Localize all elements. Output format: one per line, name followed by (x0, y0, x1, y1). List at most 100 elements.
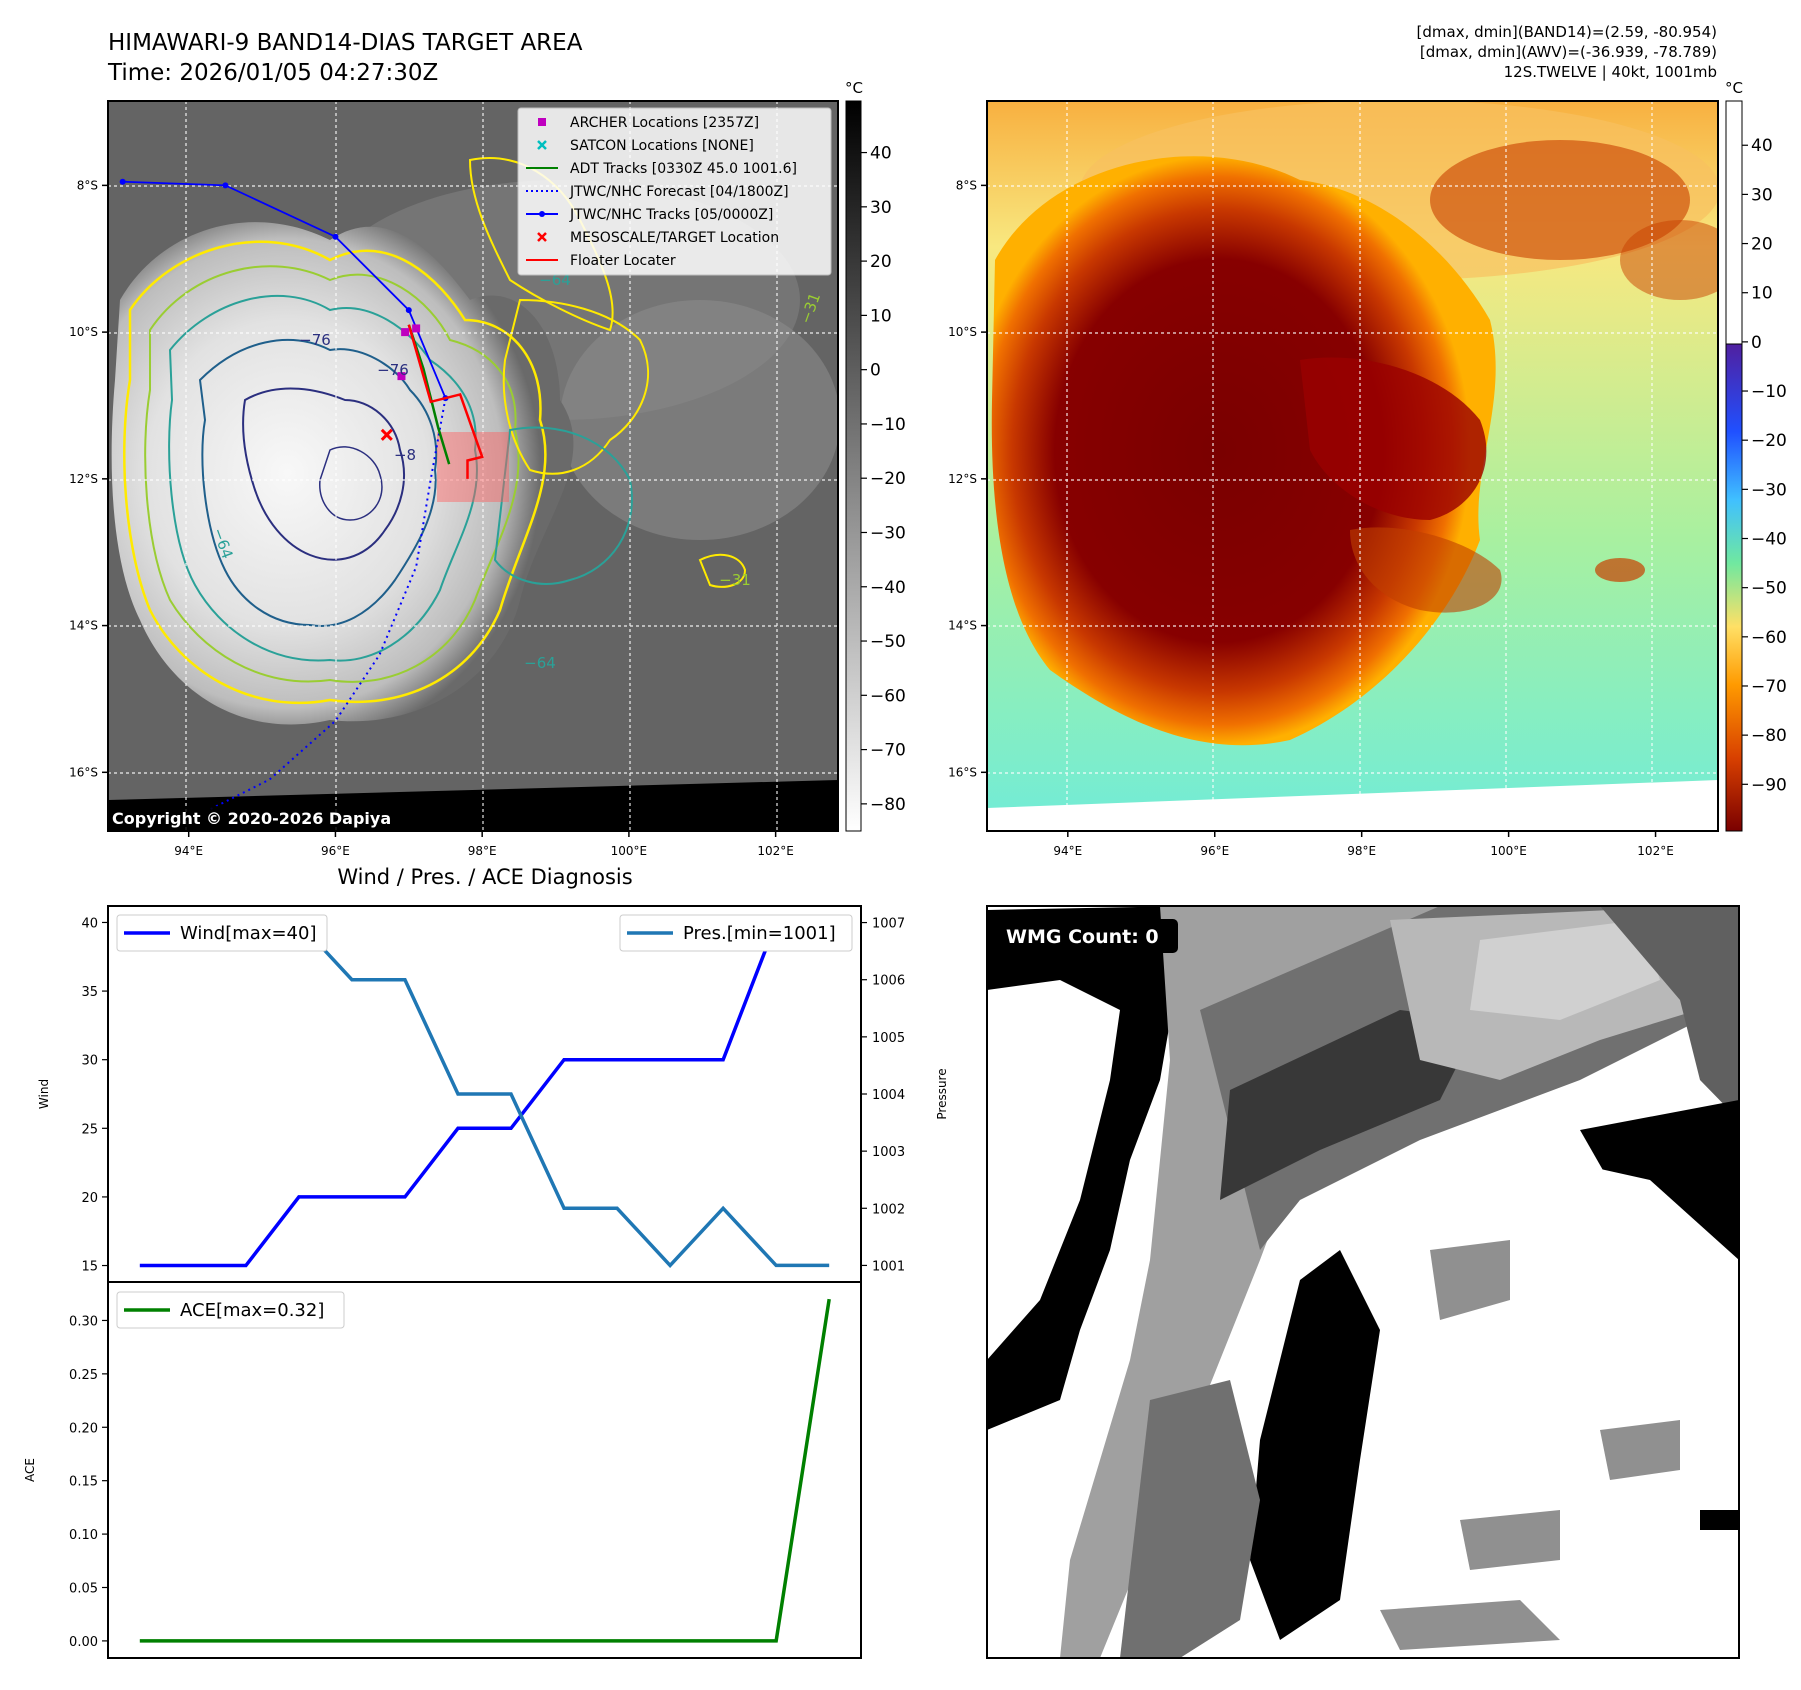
legend-square-marker (538, 118, 546, 126)
ace-tick-label: 0.15 (69, 1475, 98, 1490)
series-line-left (139, 920, 830, 1268)
pressure-ticks: 1001 1002 1003 1004 1005 1006 1007 (861, 917, 905, 1274)
legend-x-marker (537, 140, 547, 150)
lon-tick-label: 100°E (611, 844, 648, 858)
legend-entry: ADT Tracks [0330Z 45.0 1001.6] (526, 161, 797, 177)
ace-tick-label: 0.05 (69, 1582, 98, 1597)
ir-cbar-tick-label: 20 (870, 252, 892, 272)
legend-entry: ARCHER Locations [2357Z] (538, 115, 759, 131)
contour-label: −64 (524, 654, 556, 672)
lat-tick-label: 14°S (69, 619, 98, 633)
legend-wind: Wind[max=40] (180, 923, 317, 944)
legend-pressure: Pres.[min=1001] (683, 923, 836, 944)
ir-frame (107, 100, 839, 832)
wind-tick-label: 30 (81, 1054, 98, 1069)
wind-panel: Wind / Pres. / ACE Diagnosis Wind Pressu… (23, 865, 949, 1659)
awv-image (987, 101, 1718, 831)
legend-label: ADT Tracks [0330Z 45.0 1001.6] (570, 161, 797, 177)
legend-entry: JTWC/NHC Forecast [04/1800Z] (526, 184, 789, 200)
pres-legend: Pres.[min=1001] (619, 914, 853, 952)
wind-ylabel: Wind (37, 1079, 51, 1109)
ir-cbar-tick-label: 10 (870, 306, 892, 326)
ir-cbar-tick-label: −70 (870, 741, 906, 761)
wmg-count-label: WMG Count: 0 (1006, 926, 1159, 948)
awv-cbar-tick-label: 0 (1751, 333, 1762, 353)
lon-tick-label: 98°E (1347, 844, 1376, 858)
awv-cbar-tick-label: −60 (1751, 628, 1787, 648)
target-location (380, 428, 393, 441)
ace-tick-label: 0.00 (69, 1635, 98, 1650)
contour-label: −76 (299, 331, 331, 349)
awv-info-line3: 12S.TWELVE | 40kt, 1001mb (1504, 63, 1717, 81)
wind-tick-label: 15 (81, 1260, 98, 1275)
contour-label: −76 (377, 361, 409, 379)
legend-entry: JTWC/NHC Tracks [05/0000Z] (526, 207, 773, 223)
pressure-tick-label: 1003 (872, 1145, 905, 1160)
pressure-tick-label: 1006 (872, 974, 905, 989)
ir-panel: HIMAWARI-9 BAND14-DIAS TARGET AREA Time:… (69, 30, 906, 858)
wmg-frame (986, 905, 1740, 1659)
lat-tick-label: 16°S (69, 765, 98, 779)
lon-tick-label: 96°E (1200, 844, 1229, 858)
ir-cbar-tick-label: 0 (870, 361, 881, 381)
ir-title-line1: HIMAWARI-9 BAND14-DIAS TARGET AREA (108, 30, 583, 56)
awv-cbar-tick-label: −20 (1751, 431, 1787, 451)
awv-lat-ticks: 8°S 10°S 12°S 14°S 16°S (948, 178, 987, 779)
ir-lon-ticks: 94°E 96°E 98°E 100°E 102°E (174, 831, 794, 858)
archer-location (397, 372, 406, 381)
jtwc-track-point (332, 233, 339, 240)
ace-tick-label: 0.10 (69, 1528, 98, 1543)
jtwc-track-point (119, 178, 126, 185)
pressure-tick-label: 1007 (872, 917, 905, 932)
copyright-text: Copyright © 2020-2026 Dapiya (112, 809, 391, 828)
awv-colorbar-upper (1725, 100, 1743, 345)
wmg-image (987, 906, 1739, 1658)
awv-cbar-tick-label: 40 (1751, 136, 1773, 156)
pressure-tick-label: 1004 (872, 1088, 905, 1103)
ir-colorbar-ticks: 40 30 20 10 0 −10 −20 −30 −40 −50 −60 −70 −80 (861, 144, 906, 815)
ir-tracks (119, 178, 484, 810)
target-box (437, 432, 509, 502)
legend-dot-marker (539, 211, 545, 217)
awv-cbar-tick-label: −10 (1751, 382, 1787, 402)
wmg-panel: WMG Count: 0 (986, 905, 1740, 1659)
legend-label: JTWC/NHC Tracks [05/0000Z] (569, 207, 773, 223)
lat-tick-label: 8°S (77, 178, 98, 192)
awv-cbar-tick-label: −70 (1751, 677, 1787, 697)
lat-tick-label: 12°S (948, 472, 977, 486)
awv-frame (986, 100, 1719, 832)
wind-tick-label: 20 (81, 1191, 98, 1206)
ir-cbar-tick-label: −20 (870, 469, 906, 489)
ace-ylabel: ACE (23, 1458, 37, 1482)
ir-cbar-tick-label: −60 (870, 686, 906, 706)
legend-entry: Floater Locater (526, 253, 676, 269)
ir-cbar-tick-label: −40 (870, 578, 906, 598)
lat-tick-label: 10°S (69, 325, 98, 339)
ace-tick-label: 0.25 (69, 1368, 98, 1383)
legend-entry: MESOSCALE/TARGET Location (537, 230, 779, 246)
awv-cbar-tick-label: 30 (1751, 185, 1773, 205)
legend-label: Floater Locater (570, 253, 676, 269)
awv-cbar-tick-label: −90 (1751, 775, 1787, 795)
legend-label: SATCON Locations [NONE] (570, 138, 754, 154)
jtwc-track-point (405, 307, 412, 314)
awv-cbar-tick-label: −30 (1751, 480, 1787, 500)
lat-tick-label: 10°S (948, 325, 977, 339)
ir-title-line2: Time: 2026/01/05 04:27:30Z (107, 60, 438, 86)
wind-legend: Wind[max=40] (116, 914, 328, 952)
lon-tick-label: 94°E (1053, 844, 1082, 858)
ir-cbar-tick-label: −30 (870, 523, 906, 543)
ir-cbar-tick-label: 40 (870, 144, 892, 164)
awv-panel: [dmax, dmin](BAND14)=(2.59, -80.954) [dm… (948, 23, 1787, 858)
wmg-count-box (995, 919, 1178, 953)
lat-tick-label: 14°S (948, 619, 977, 633)
contour-label: −31 (719, 571, 751, 589)
series-line-ace (139, 1298, 831, 1643)
lon-tick-label: 94°E (174, 844, 203, 858)
ir-cbar-tick-label: −10 (870, 415, 906, 435)
awv-info-line2: [dmax, dmin](AWV)=(-36.939, -78.789) (1420, 43, 1717, 61)
lon-tick-label: 98°E (468, 844, 497, 858)
legend-ace: ACE[max=0.32] (180, 1300, 324, 1321)
wind-ticks: 15 20 25 30 35 40 (81, 916, 108, 1275)
